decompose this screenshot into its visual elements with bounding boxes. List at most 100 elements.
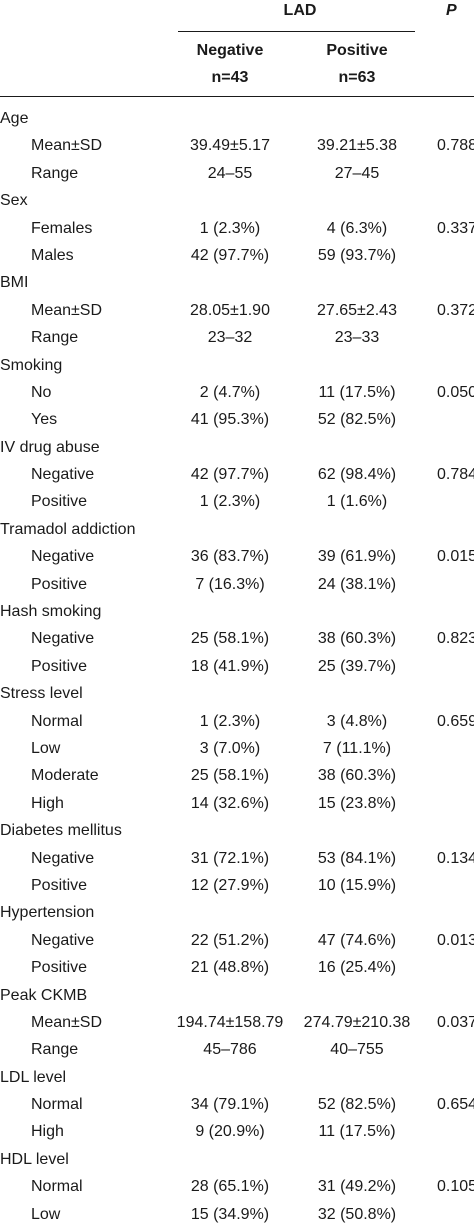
positive-value: 25 (39.7%) — [317, 657, 397, 675]
sub-label: No — [31, 383, 52, 401]
category-row: Hash smoking — [0, 598, 474, 625]
sub-label: Negative — [31, 849, 95, 867]
header-bottom-rule — [0, 96, 474, 97]
table-row: Low 15 (34.9%) 32 (50.8%) — [0, 1201, 474, 1228]
sub-label: Mean±SD — [31, 137, 103, 155]
sub-label: Normal — [31, 712, 83, 730]
negative-value: 42 (97.7%) — [190, 246, 270, 264]
negative-value: 25 (58.1%) — [190, 630, 270, 648]
category-label: Sex — [0, 192, 28, 210]
sub-label: Positive — [31, 657, 88, 675]
positive-value: 53 (84.1%) — [317, 849, 397, 867]
negative-value: 7 (16.3%) — [195, 575, 265, 593]
table-row: Range 45–786 40–755 — [0, 1036, 474, 1063]
p-value: 0.015 — [437, 548, 474, 566]
sub-label: Normal — [31, 1096, 83, 1114]
sub-label: Mean±SD — [31, 301, 103, 319]
p-value: 0.823 — [437, 630, 474, 648]
sub-label: Negative — [31, 630, 95, 648]
sub-label: Range — [31, 329, 79, 347]
negative-value: 31 (72.1%) — [190, 849, 270, 867]
positive-value: 7 (11.1%) — [322, 739, 392, 757]
p-value: 0.134 — [437, 849, 474, 867]
negative-value: 41 (95.3%) — [190, 411, 270, 429]
negative-value: 28 (65.1%) — [190, 1178, 270, 1196]
sub-label: Normal — [31, 1178, 83, 1196]
sub-label: Females — [31, 219, 93, 237]
negative-value: 36 (83.7%) — [190, 548, 270, 566]
sub-label: Low — [31, 739, 61, 757]
positive-value: 38 (60.3%) — [317, 630, 397, 648]
positive-value: 47 (74.6%) — [317, 931, 397, 949]
sub-label: High — [31, 1123, 64, 1141]
sub-label: Yes — [31, 411, 58, 429]
table-row: Range 23–32 23–33 — [0, 324, 474, 351]
sub-label: Positive — [31, 493, 88, 511]
table-row: Negative 25 (58.1%) 38 (60.3%) 0.823 — [0, 625, 474, 652]
table-row: Mean±SD 39.49±5.17 39.21±5.38 0.788 — [0, 132, 474, 159]
table-row: Moderate 25 (58.1%) 38 (60.3%) — [0, 762, 474, 789]
category-row: Smoking — [0, 352, 474, 379]
table-row: Normal 34 (79.1%) 52 (82.5%) 0.654 — [0, 1091, 474, 1118]
positive-value: 23–33 — [334, 329, 380, 347]
table-row: Males 42 (97.7%) 59 (93.7%) — [0, 242, 474, 269]
sub-label: Negative — [31, 466, 95, 484]
negative-value: 25 (58.1%) — [190, 767, 270, 785]
category-row: Tramadol addiction — [0, 516, 474, 543]
positive-value: 31 (49.2%) — [317, 1178, 397, 1196]
positive-value: 11 (17.5%) — [318, 383, 396, 401]
table-row: Positive 7 (16.3%) 24 (38.1%) — [0, 571, 474, 598]
negative-value: 39.49±5.17 — [190, 137, 270, 155]
category-label: LDL level — [0, 1068, 67, 1086]
category-label: Smoking — [0, 356, 63, 374]
sub-label: Moderate — [31, 767, 99, 785]
table-body: Age Mean±SD 39.49±5.17 39.21±5.38 0.788 Range… — [0, 105, 474, 1228]
category-label: Stress level — [0, 685, 83, 703]
negative-column-header: Negative n=43 — [165, 37, 295, 91]
p-value: 0.337 — [437, 219, 474, 237]
table-row: Normal 1 (2.3%) 3 (4.8%) 0.659 — [0, 708, 474, 735]
table-row: Negative 42 (97.7%) 62 (98.4%) 0.784 — [0, 461, 474, 488]
positive-value: 27–45 — [334, 164, 380, 182]
table-row: High 9 (20.9%) 11 (17.5%) — [0, 1118, 474, 1145]
category-row: HDL level — [0, 1146, 474, 1173]
category-row: Sex — [0, 187, 474, 214]
positive-value: 39.21±5.38 — [317, 137, 397, 155]
positive-value: 24 (38.1%) — [317, 575, 397, 593]
positive-value: 3 (4.8%) — [326, 712, 388, 730]
p-value: 0.013 — [437, 931, 474, 949]
table-row: Negative 36 (83.7%) 39 (61.9%) 0.015 — [0, 543, 474, 570]
sub-label: Range — [31, 164, 79, 182]
negative-column-n: n=43 — [211, 69, 249, 86]
negative-value: 14 (32.6%) — [190, 794, 270, 812]
sub-label: Mean±SD — [31, 1013, 103, 1031]
category-label: IV drug abuse — [0, 438, 100, 456]
p-value: 0.372 — [437, 301, 474, 319]
positive-value: 32 (50.8%) — [317, 1205, 397, 1223]
lad-group-label: LAD — [283, 2, 317, 19]
positive-column-label: Positive — [326, 42, 388, 59]
negative-value: 34 (79.1%) — [190, 1096, 270, 1114]
p-value: 0.659 — [437, 712, 474, 730]
positive-value: 62 (98.4%) — [317, 466, 397, 484]
category-label: Diabetes mellitus — [0, 822, 122, 840]
negative-value: 1 (2.3%) — [199, 712, 261, 730]
p-value: 0.037 — [437, 1013, 474, 1031]
negative-value: 23–32 — [207, 329, 253, 347]
table-row: Positive 21 (48.8%) 16 (25.4%) — [0, 954, 474, 981]
sub-label: High — [31, 794, 64, 812]
p-value: 0.654 — [437, 1096, 474, 1114]
sub-label: Low — [31, 1205, 61, 1223]
positive-value: 15 (23.8%) — [317, 794, 397, 812]
category-label: HDL level — [0, 1150, 69, 1168]
positive-value: 27.65±2.43 — [317, 301, 397, 319]
negative-value: 9 (20.9%) — [195, 1123, 265, 1141]
category-row: Diabetes mellitus — [0, 817, 474, 844]
table-row: Females 1 (2.3%) 4 (6.3%) 0.337 — [0, 215, 474, 242]
negative-value: 3 (7.0%) — [199, 739, 261, 757]
table-header: LAD P Negative n=43 Positive n=63 — [0, 0, 474, 98]
table-row: Mean±SD 28.05±1.90 27.65±2.43 0.372 — [0, 297, 474, 324]
negative-value: 194.74±158.79 — [176, 1013, 284, 1031]
negative-value: 15 (34.9%) — [190, 1205, 270, 1223]
category-row: Age — [0, 105, 474, 132]
